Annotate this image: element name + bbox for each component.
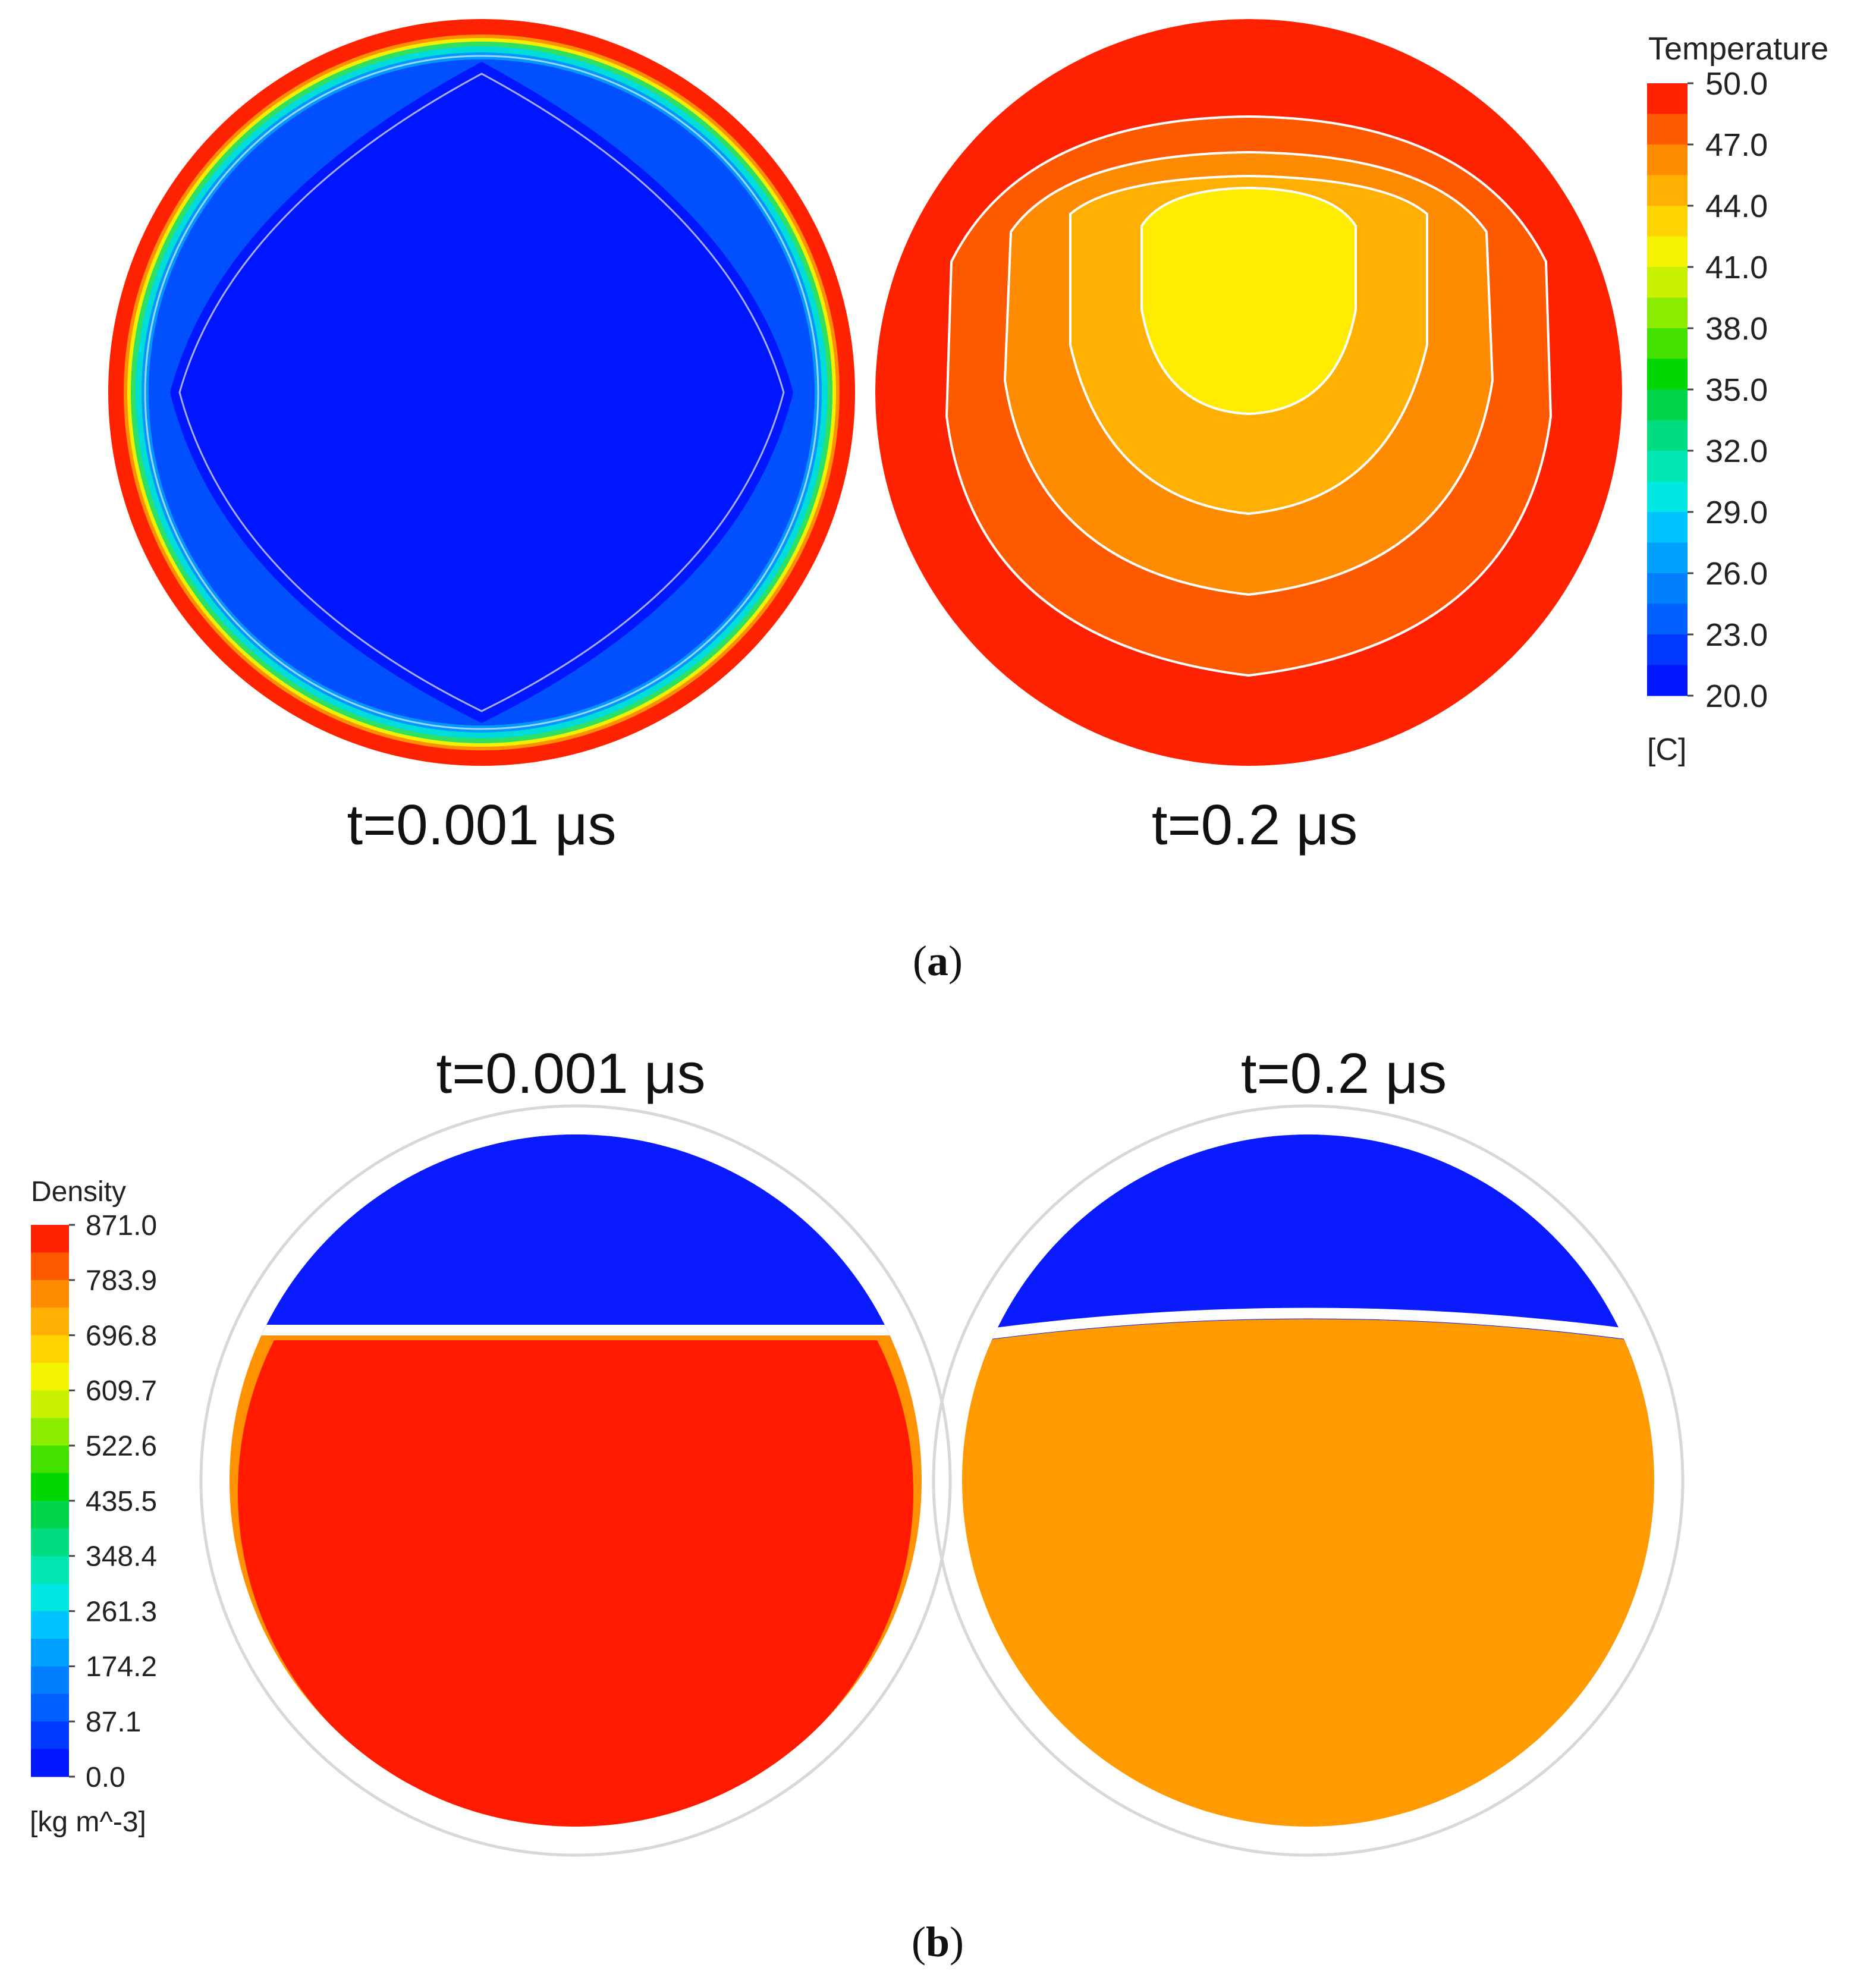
legend-tick-label: 522.6 xyxy=(86,1431,157,1462)
legend-band xyxy=(31,1501,69,1529)
liquid-top-rim xyxy=(230,1335,922,1340)
legend-tick-label: 348.4 xyxy=(86,1541,157,1573)
legend-tick-label: 20.0 xyxy=(1705,678,1768,714)
legend-band xyxy=(1647,83,1688,114)
legend-tick-label: 174.2 xyxy=(86,1651,157,1683)
legend-band xyxy=(1647,481,1688,513)
legend-band xyxy=(1647,420,1688,451)
legend-band xyxy=(31,1666,69,1695)
legend-tick-label: 41.0 xyxy=(1705,250,1768,285)
legend-band xyxy=(1647,175,1688,206)
legend-band xyxy=(1647,297,1688,329)
interface-line xyxy=(230,1325,922,1335)
zone-hot-core xyxy=(1140,186,1357,416)
time-label-b-left: t=0.001 μs xyxy=(436,1042,706,1105)
legend-band xyxy=(31,1308,69,1336)
liquid-top-mask xyxy=(230,1134,922,1339)
density-plot-early xyxy=(199,1104,952,1857)
legend-band xyxy=(31,1639,69,1667)
legend-tick-label: 50.0 xyxy=(1705,66,1768,102)
panel-label-b: (b) xyxy=(912,1918,964,1966)
legend-band xyxy=(1647,665,1688,696)
time-label-a-left: t=0.001 μs xyxy=(347,793,617,857)
legend-title-temperature: Temperature xyxy=(1648,31,1828,67)
cold-core xyxy=(170,62,793,723)
legend-band xyxy=(31,1528,69,1557)
legend-band xyxy=(31,1418,69,1446)
legend-tick-label: 696.8 xyxy=(86,1320,157,1352)
legend-tick-label: 435.5 xyxy=(86,1486,157,1517)
legend-ticks: 871.0 783.9 696.8 609.7 522.6 435.5 348.4 261.3… xyxy=(69,1210,157,1793)
time-label-a-right: t=0.2 μs xyxy=(1152,793,1357,857)
legend-tick-label: 23.0 xyxy=(1705,617,1768,653)
legend-band xyxy=(1647,328,1688,359)
legend-band xyxy=(1647,144,1688,175)
legend-band xyxy=(31,1611,69,1639)
legend-band xyxy=(31,1390,69,1419)
svg-text:(b): (b) xyxy=(912,1918,964,1966)
legend-tick-label: 47.0 xyxy=(1705,127,1768,163)
legend-band xyxy=(1647,236,1688,268)
interface-line xyxy=(962,1308,1654,1344)
pipe-wall-outline xyxy=(932,1104,1685,1857)
legend-tick-label: 87.1 xyxy=(86,1706,141,1738)
legend-band xyxy=(1647,542,1688,574)
legend-band xyxy=(31,1583,69,1612)
temperature-legend: Temperature 50.0 47.0 44.0 41.0 38.0 35.0 32.0… xyxy=(1647,31,1828,767)
legend-unit-temperature: [C] xyxy=(1647,733,1686,767)
legend-band xyxy=(1647,267,1688,298)
isotherm-inner xyxy=(178,73,785,712)
legend-tick-label: 29.0 xyxy=(1705,495,1768,530)
panel-label-a: (a) xyxy=(913,937,963,985)
liquid-region xyxy=(962,1319,1654,1827)
legend-tick-label: 871.0 xyxy=(86,1210,157,1242)
legend-band xyxy=(31,1749,69,1777)
legend-tick-label: 32.0 xyxy=(1705,433,1768,469)
svg-text:(a): (a) xyxy=(913,937,963,985)
legend-tick-label: 0.0 xyxy=(86,1762,125,1793)
legend-color-bar xyxy=(1647,83,1688,696)
legend-band xyxy=(1647,389,1688,420)
legend-band xyxy=(1647,206,1688,237)
legend-title-density: Density xyxy=(31,1176,126,1208)
legend-band xyxy=(1647,573,1688,604)
legend-ticks: 50.0 47.0 44.0 41.0 38.0 35.0 32.0 29.0 26.0 23.0… xyxy=(1688,66,1768,714)
density-plot-late xyxy=(932,1104,1685,1857)
legend-band xyxy=(1647,634,1688,665)
legend-band xyxy=(31,1445,69,1474)
legend-band xyxy=(31,1335,69,1363)
legend-band xyxy=(31,1225,69,1253)
isotherm-outer xyxy=(144,55,819,730)
legend-tick-label: 783.9 xyxy=(86,1265,157,1297)
legend-band xyxy=(31,1280,69,1308)
legend-unit-density: [kg m^-3] xyxy=(30,1806,146,1838)
legend-band xyxy=(31,1555,69,1584)
legend-band xyxy=(31,1693,69,1722)
legend-band xyxy=(31,1473,69,1501)
legend-band xyxy=(31,1363,69,1391)
legend-tick-label: 261.3 xyxy=(86,1596,157,1627)
legend-band xyxy=(1647,359,1688,390)
legend-band xyxy=(1647,604,1688,635)
legend-tick-label: 35.0 xyxy=(1705,372,1768,408)
legend-tick-label: 26.0 xyxy=(1705,556,1768,592)
pipe-wall-outline xyxy=(199,1104,952,1857)
legend-band xyxy=(31,1721,69,1750)
legend-band xyxy=(1647,114,1688,145)
temperature-plot-late xyxy=(875,19,1622,766)
panel-a: t=0.001 μs t=0.2 μs Temperature 50.0 47.0… xyxy=(108,19,1828,985)
legend-tick-label: 609.7 xyxy=(86,1375,157,1407)
time-label-b-right: t=0.2 μs xyxy=(1241,1042,1447,1105)
legend-band xyxy=(31,1252,69,1281)
temperature-plot-early xyxy=(108,19,855,766)
legend-band xyxy=(1647,451,1688,482)
panel-b: t=0.001 μs t=0.2 μs Dens xyxy=(30,1042,1685,1966)
legend-tick-label: 44.0 xyxy=(1705,188,1768,224)
legend-color-bar xyxy=(31,1225,69,1777)
legend-band xyxy=(1647,512,1688,543)
density-legend: Density 871.0 783.9 696.8 609.7 522.6 435.5 34… xyxy=(30,1176,157,1838)
legend-tick-label: 38.0 xyxy=(1705,311,1768,347)
